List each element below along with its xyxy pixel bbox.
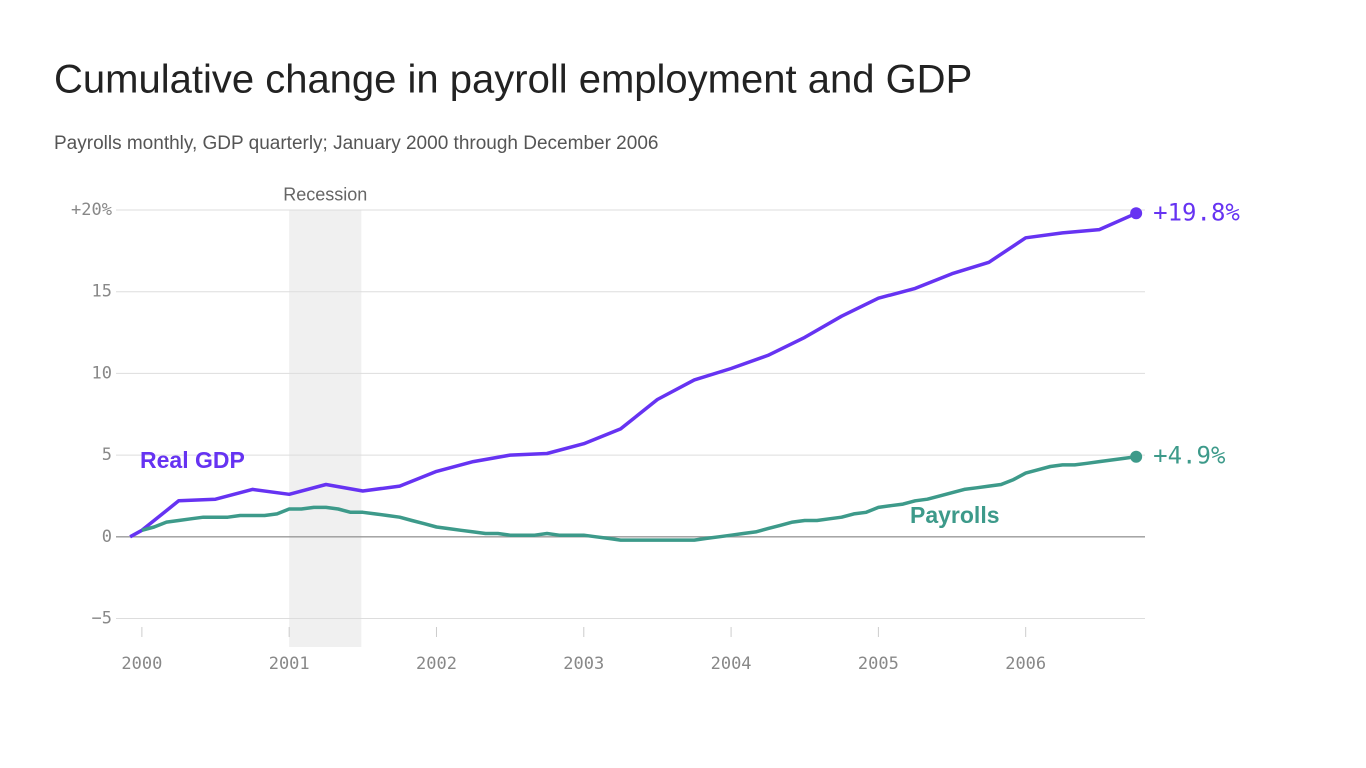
value-label: +4.9% xyxy=(1153,442,1226,470)
x-tick-label: 2005 xyxy=(858,654,899,674)
end-dot xyxy=(1130,450,1143,463)
y-tick-label: +20% xyxy=(71,200,112,220)
series-line xyxy=(129,211,1137,539)
series-label: Payrolls xyxy=(910,502,1000,528)
end-dot xyxy=(1130,207,1143,220)
chart-title: Cumulative change in payroll employment … xyxy=(54,58,972,102)
recession-band xyxy=(289,209,362,648)
x-tick-label: 2003 xyxy=(563,654,604,674)
x-tick-label: 2000 xyxy=(121,654,162,674)
y-tick-label: −5 xyxy=(92,608,112,628)
y-tick-label: 15 xyxy=(92,282,112,302)
x-tick-label: 2004 xyxy=(711,654,752,674)
series-label: Real GDP xyxy=(140,447,245,473)
y-tick-label: 10 xyxy=(92,363,112,383)
chart-subtitle: Payrolls monthly, GDP quarterly; January… xyxy=(54,133,658,154)
x-tick-label: 2002 xyxy=(416,654,457,674)
y-tick-label: 0 xyxy=(102,527,112,547)
annotation: Recession xyxy=(283,185,367,205)
x-tick-label: 2006 xyxy=(1005,654,1046,674)
x-tick-label: 2001 xyxy=(269,654,310,674)
value-label: +19.8% xyxy=(1153,198,1240,226)
y-tick-label: 5 xyxy=(102,445,112,465)
series-line xyxy=(141,454,1137,542)
